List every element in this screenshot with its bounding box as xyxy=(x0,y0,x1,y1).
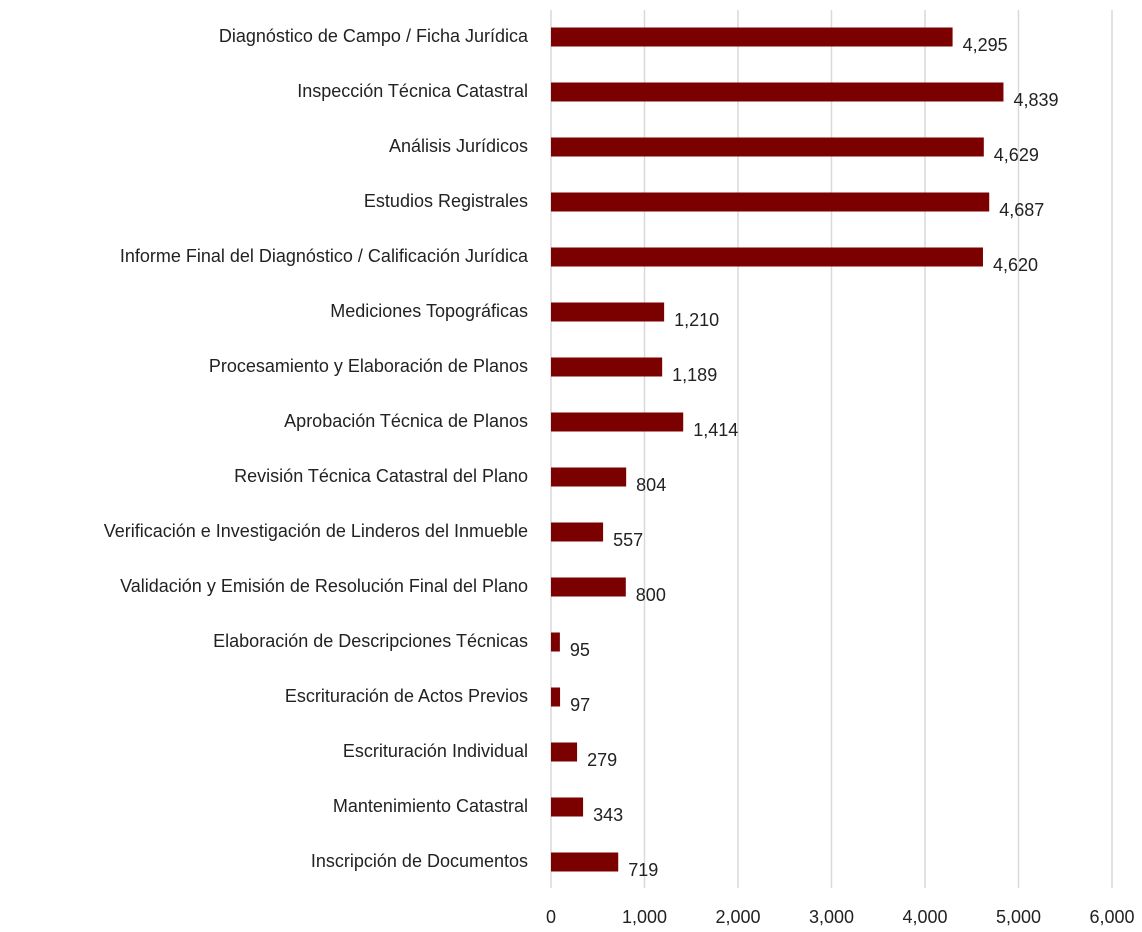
y-tick-label: Informe Final del Diagnóstico / Califica… xyxy=(120,246,529,266)
value-label: 1,189 xyxy=(672,365,717,385)
y-tick-label: Diagnóstico de Campo / Ficha Jurídica xyxy=(219,26,529,46)
bar xyxy=(551,522,604,542)
bar xyxy=(551,192,990,212)
y-tick-label: Escrituración de Actos Previos xyxy=(285,686,528,706)
y-tick-label: Revisión Técnica Catastral del Plano xyxy=(234,466,528,486)
y-tick-label: Estudios Registrales xyxy=(364,191,528,211)
x-tick-label: 6,000 xyxy=(1089,907,1134,927)
bar xyxy=(551,247,983,267)
y-tick-label: Elaboración de Descripciones Técnicas xyxy=(213,631,528,651)
value-label: 95 xyxy=(570,640,590,660)
y-tick-label: Análisis Jurídicos xyxy=(389,136,528,156)
x-tick-label: 1,000 xyxy=(622,907,667,927)
y-tick-label: Procesamiento y Elaboración de Planos xyxy=(209,356,528,376)
x-tick-label: 4,000 xyxy=(902,907,947,927)
x-tick-label: 2,000 xyxy=(715,907,760,927)
value-label: 1,210 xyxy=(674,310,719,330)
y-tick-label: Inspección Técnica Catastral xyxy=(297,81,528,101)
x-tick-label: 5,000 xyxy=(996,907,1041,927)
value-label: 804 xyxy=(636,475,666,495)
bar xyxy=(551,632,560,652)
value-label: 4,687 xyxy=(999,200,1044,220)
x-tick-label: 0 xyxy=(546,907,556,927)
bar xyxy=(551,82,1004,102)
bar xyxy=(551,27,953,47)
bar xyxy=(551,577,626,597)
bar xyxy=(551,302,665,322)
bar xyxy=(551,742,578,762)
x-tick-label: 3,000 xyxy=(809,907,854,927)
bar xyxy=(551,797,584,817)
value-label: 4,295 xyxy=(963,35,1008,55)
value-label: 4,620 xyxy=(993,255,1038,275)
y-tick-label: Aprobación Técnica de Planos xyxy=(284,411,528,431)
bar xyxy=(551,357,663,377)
y-tick-label: Escrituración Individual xyxy=(343,741,528,761)
bar xyxy=(551,852,619,872)
y-tick-label: Verificación e Investigación de Linderos… xyxy=(104,521,528,541)
bar xyxy=(551,412,684,432)
bar xyxy=(551,467,627,487)
y-tick-label: Mediciones Topográficas xyxy=(330,301,528,321)
bar xyxy=(551,687,561,707)
value-label: 557 xyxy=(613,530,643,550)
value-label: 4,629 xyxy=(994,145,1039,165)
value-label: 1,414 xyxy=(693,420,738,440)
bar xyxy=(551,137,984,157)
value-label: 719 xyxy=(628,860,658,880)
y-tick-label: Mantenimiento Catastral xyxy=(333,796,528,816)
y-tick-label: Validación y Emisión de Resolución Final… xyxy=(120,576,528,596)
value-label: 4,839 xyxy=(1013,90,1058,110)
value-label: 800 xyxy=(636,585,666,605)
value-label: 97 xyxy=(570,695,590,715)
y-tick-label: Inscripción de Documentos xyxy=(311,851,528,871)
value-label: 343 xyxy=(593,805,623,825)
value-label: 279 xyxy=(587,750,617,770)
